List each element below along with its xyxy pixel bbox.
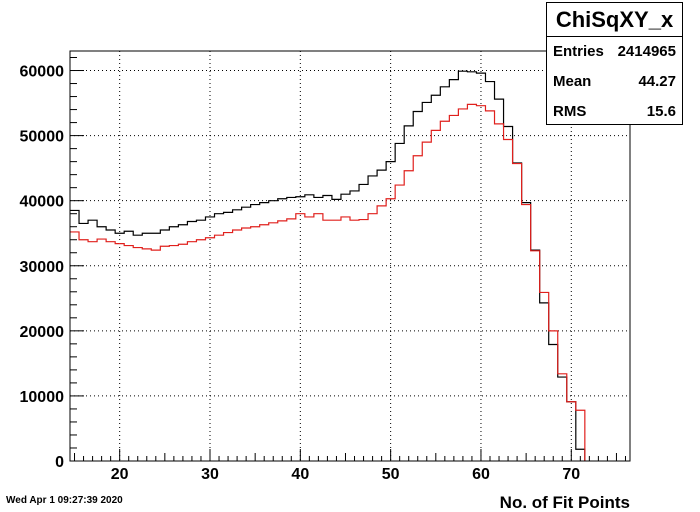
x-tick-label: 20: [111, 466, 129, 483]
y-tick-label: 0: [55, 454, 64, 471]
stats-mean-row: Mean 44.27: [547, 67, 682, 97]
stats-entries-row: Entries 2414965: [547, 37, 682, 67]
stats-title: ChiSqXY_x: [547, 3, 682, 37]
grid-lines: [70, 51, 630, 461]
y-tick-label: 10000: [20, 389, 65, 406]
x-tick-label: 50: [382, 466, 400, 483]
x-tick-label: 70: [562, 466, 580, 483]
y-tick-label: 30000: [20, 259, 65, 276]
x-axis-title: No. of Fit Points: [500, 493, 630, 512]
footer-timestamp: Wed Apr 1 09:27:39 2020: [6, 495, 123, 506]
series-line-1: [70, 70, 586, 461]
plot-frame: [69, 50, 631, 462]
stats-rms-value: 15.6: [646, 103, 676, 120]
stats-rms-label: RMS: [553, 103, 587, 120]
x-tick-label: 60: [472, 466, 490, 483]
stats-mean-value: 44.27: [638, 73, 676, 90]
y-tick-label: 20000: [20, 324, 65, 341]
series-layer: [70, 70, 586, 461]
axes: 20 30 40 50 60 70 0 10000 20000 30000 40000 50000 60…: [20, 50, 631, 483]
stats-entries-label: Entries: [553, 43, 604, 60]
stats-box: ChiSqXY_x Entries 2414965 Mean 44.27 RMS…: [546, 2, 683, 125]
stats-rms-row: RMS 15.6: [547, 97, 682, 127]
y-tick-label: 40000: [20, 194, 65, 211]
series-line-2: [70, 103, 586, 461]
y-tick-label: 50000: [20, 129, 65, 146]
plot-area: [70, 51, 630, 461]
x-tick-label: 40: [291, 466, 309, 483]
x-tick-label: 30: [201, 466, 219, 483]
stats-mean-label: Mean: [553, 73, 592, 90]
y-tick-label: 60000: [20, 64, 65, 81]
stats-entries-value: 2414965: [617, 43, 676, 60]
